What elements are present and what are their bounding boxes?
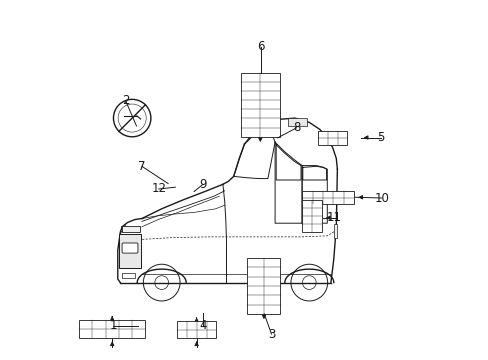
Text: 6: 6 xyxy=(256,40,264,53)
FancyBboxPatch shape xyxy=(122,243,138,253)
Bar xyxy=(318,131,346,145)
Bar xyxy=(177,321,216,338)
Bar xyxy=(79,320,145,338)
Text: 8: 8 xyxy=(292,121,300,134)
Bar xyxy=(287,118,307,126)
Text: 2: 2 xyxy=(122,94,129,107)
Text: 1: 1 xyxy=(109,319,117,332)
Text: 11: 11 xyxy=(326,211,341,224)
Text: 3: 3 xyxy=(267,328,275,341)
Text: 12: 12 xyxy=(151,183,166,195)
Bar xyxy=(241,73,279,137)
Bar xyxy=(302,191,354,204)
Bar xyxy=(119,234,141,268)
Bar xyxy=(247,258,280,314)
Bar xyxy=(333,224,337,238)
Text: 10: 10 xyxy=(374,192,388,204)
Bar xyxy=(122,226,140,232)
Bar xyxy=(122,273,134,278)
Text: 5: 5 xyxy=(377,131,384,144)
Text: 4: 4 xyxy=(199,319,206,332)
Text: 9: 9 xyxy=(199,178,206,191)
Text: 7: 7 xyxy=(138,160,145,173)
Bar xyxy=(302,200,321,232)
